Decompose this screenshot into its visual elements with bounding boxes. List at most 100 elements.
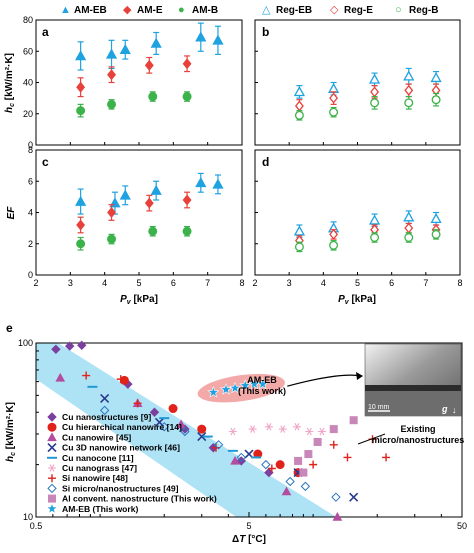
legend-am-eb-label: AM-EB [74, 5, 107, 16]
data-point [294, 242, 304, 252]
data-point [370, 233, 380, 242]
data-point [47, 483, 57, 494]
am-eb-annotation-line1: AM-EB [247, 375, 277, 385]
legend-reg-eb-label: Reg-EB [276, 5, 312, 16]
data-point [65, 341, 75, 351]
panel-c-xtick-label: 8 [239, 278, 244, 288]
data-point [285, 476, 295, 487]
data-point [309, 460, 318, 469]
data-point [349, 492, 359, 502]
panel-d-xtick-label: 8 [457, 278, 462, 288]
data-point [107, 99, 117, 109]
inset-arrowhead [356, 372, 363, 380]
band-label-line2: micro/nanostructures [372, 435, 465, 445]
data-point [228, 381, 242, 394]
data-point [329, 240, 339, 250]
panel-c-ytick-label: 6 [28, 176, 33, 186]
data-point [329, 228, 339, 240]
legend-am-e-label: AM-E [137, 5, 163, 16]
data-point [148, 92, 158, 102]
data-point [294, 456, 303, 465]
inset-arrow [287, 374, 363, 387]
panel-d-xtick-label: 6 [389, 278, 394, 288]
data-point [48, 494, 56, 503]
panel-a-ytick-label: 40 [23, 78, 33, 88]
panel-d-xtick-label: 2 [252, 278, 257, 288]
legend-entry-label: Cu nanowire [45] [62, 432, 131, 442]
legend-am-b-marker: ● [178, 4, 185, 16]
panel-a-marks: 0 20 40 60 80 [23, 15, 243, 150]
panel-e-xtick-label: 0.5 [30, 521, 43, 531]
data-point [100, 393, 110, 404]
data-point [182, 58, 192, 70]
data-point [219, 383, 233, 395]
data-point [149, 407, 160, 417]
data-point [119, 375, 129, 385]
data-point [176, 419, 186, 429]
panel-e-xlabel: ΔT [°C] [232, 534, 266, 545]
band-label-line1: Existing [400, 424, 435, 434]
data-point [430, 71, 442, 83]
data-point [300, 481, 311, 492]
panel-d-letter: d [262, 155, 269, 169]
data-point [47, 432, 57, 442]
data-point [75, 50, 87, 61]
legend-reg-e-label: Reg-E [344, 5, 373, 16]
panel-c-xtick-label: 2 [33, 278, 38, 288]
data-point [180, 426, 190, 437]
data-point [404, 98, 414, 108]
data-point [228, 427, 237, 436]
data-point [267, 464, 276, 473]
data-point [195, 176, 207, 188]
panel-a-ylabel: hc [kW/m²·K] [4, 53, 16, 113]
panel-c-xtick-label: 6 [171, 278, 176, 288]
data-point [430, 212, 442, 224]
panel-d-xtick-label: 5 [355, 278, 360, 288]
data-point [150, 184, 162, 195]
legend-am-eb-marker: ▲ [60, 4, 71, 16]
inset-gravity-arrow: ↓ [452, 405, 457, 415]
data-point [76, 239, 86, 249]
legend-entry-label: Cu nanostructures [9] [62, 412, 151, 422]
data-point [331, 492, 341, 502]
data-point [370, 98, 380, 108]
legend-entry-label: Al convent. nanostructure (This work) [62, 494, 217, 504]
data-point [281, 486, 292, 496]
data-point [368, 214, 381, 225]
panel-d-xtick-label: 7 [423, 278, 428, 288]
panel-d-xlabel: Pv [kPa] [338, 294, 376, 306]
legend-entry-label: Cu nanograss [47] [62, 463, 137, 473]
data-point [197, 431, 207, 442]
data-point [212, 443, 221, 452]
data-point [76, 106, 86, 116]
band-label-pointer [357, 433, 386, 445]
data-point [382, 453, 391, 462]
data-point [256, 377, 269, 390]
panel-c-xtick-label: 3 [68, 278, 73, 288]
am-eb-annotation-line2: (This work) [238, 386, 286, 396]
data-point [239, 379, 252, 391]
panel-e-xtick-label: 50 [457, 521, 467, 531]
data-point [304, 450, 313, 459]
data-point [45, 502, 59, 514]
panel-d-xtick-label: 3 [287, 278, 292, 288]
legend-entry-label: Si nanowire [48] [62, 473, 128, 483]
data-point [75, 195, 87, 206]
data-point [261, 459, 271, 470]
data-point [119, 43, 131, 54]
panel-a-ytick-label: 20 [23, 109, 33, 119]
panel-c-xtick-label: 4 [102, 278, 107, 288]
panel-c-xtick-label: 5 [136, 278, 141, 288]
data-point [47, 422, 57, 432]
panel-c-letter: c [42, 155, 49, 169]
data-point [195, 31, 207, 42]
data-point [404, 222, 414, 234]
data-point [144, 197, 154, 209]
legend-am-b-label: AM-B [192, 5, 218, 16]
data-point [329, 107, 339, 117]
data-point [133, 399, 142, 408]
data-point [299, 468, 308, 477]
legend-reg-e-marker: ◇ [330, 4, 339, 16]
legend-reg-eb-marker: △ [262, 4, 271, 16]
panel-c-ytick-label: 4 [28, 208, 33, 218]
